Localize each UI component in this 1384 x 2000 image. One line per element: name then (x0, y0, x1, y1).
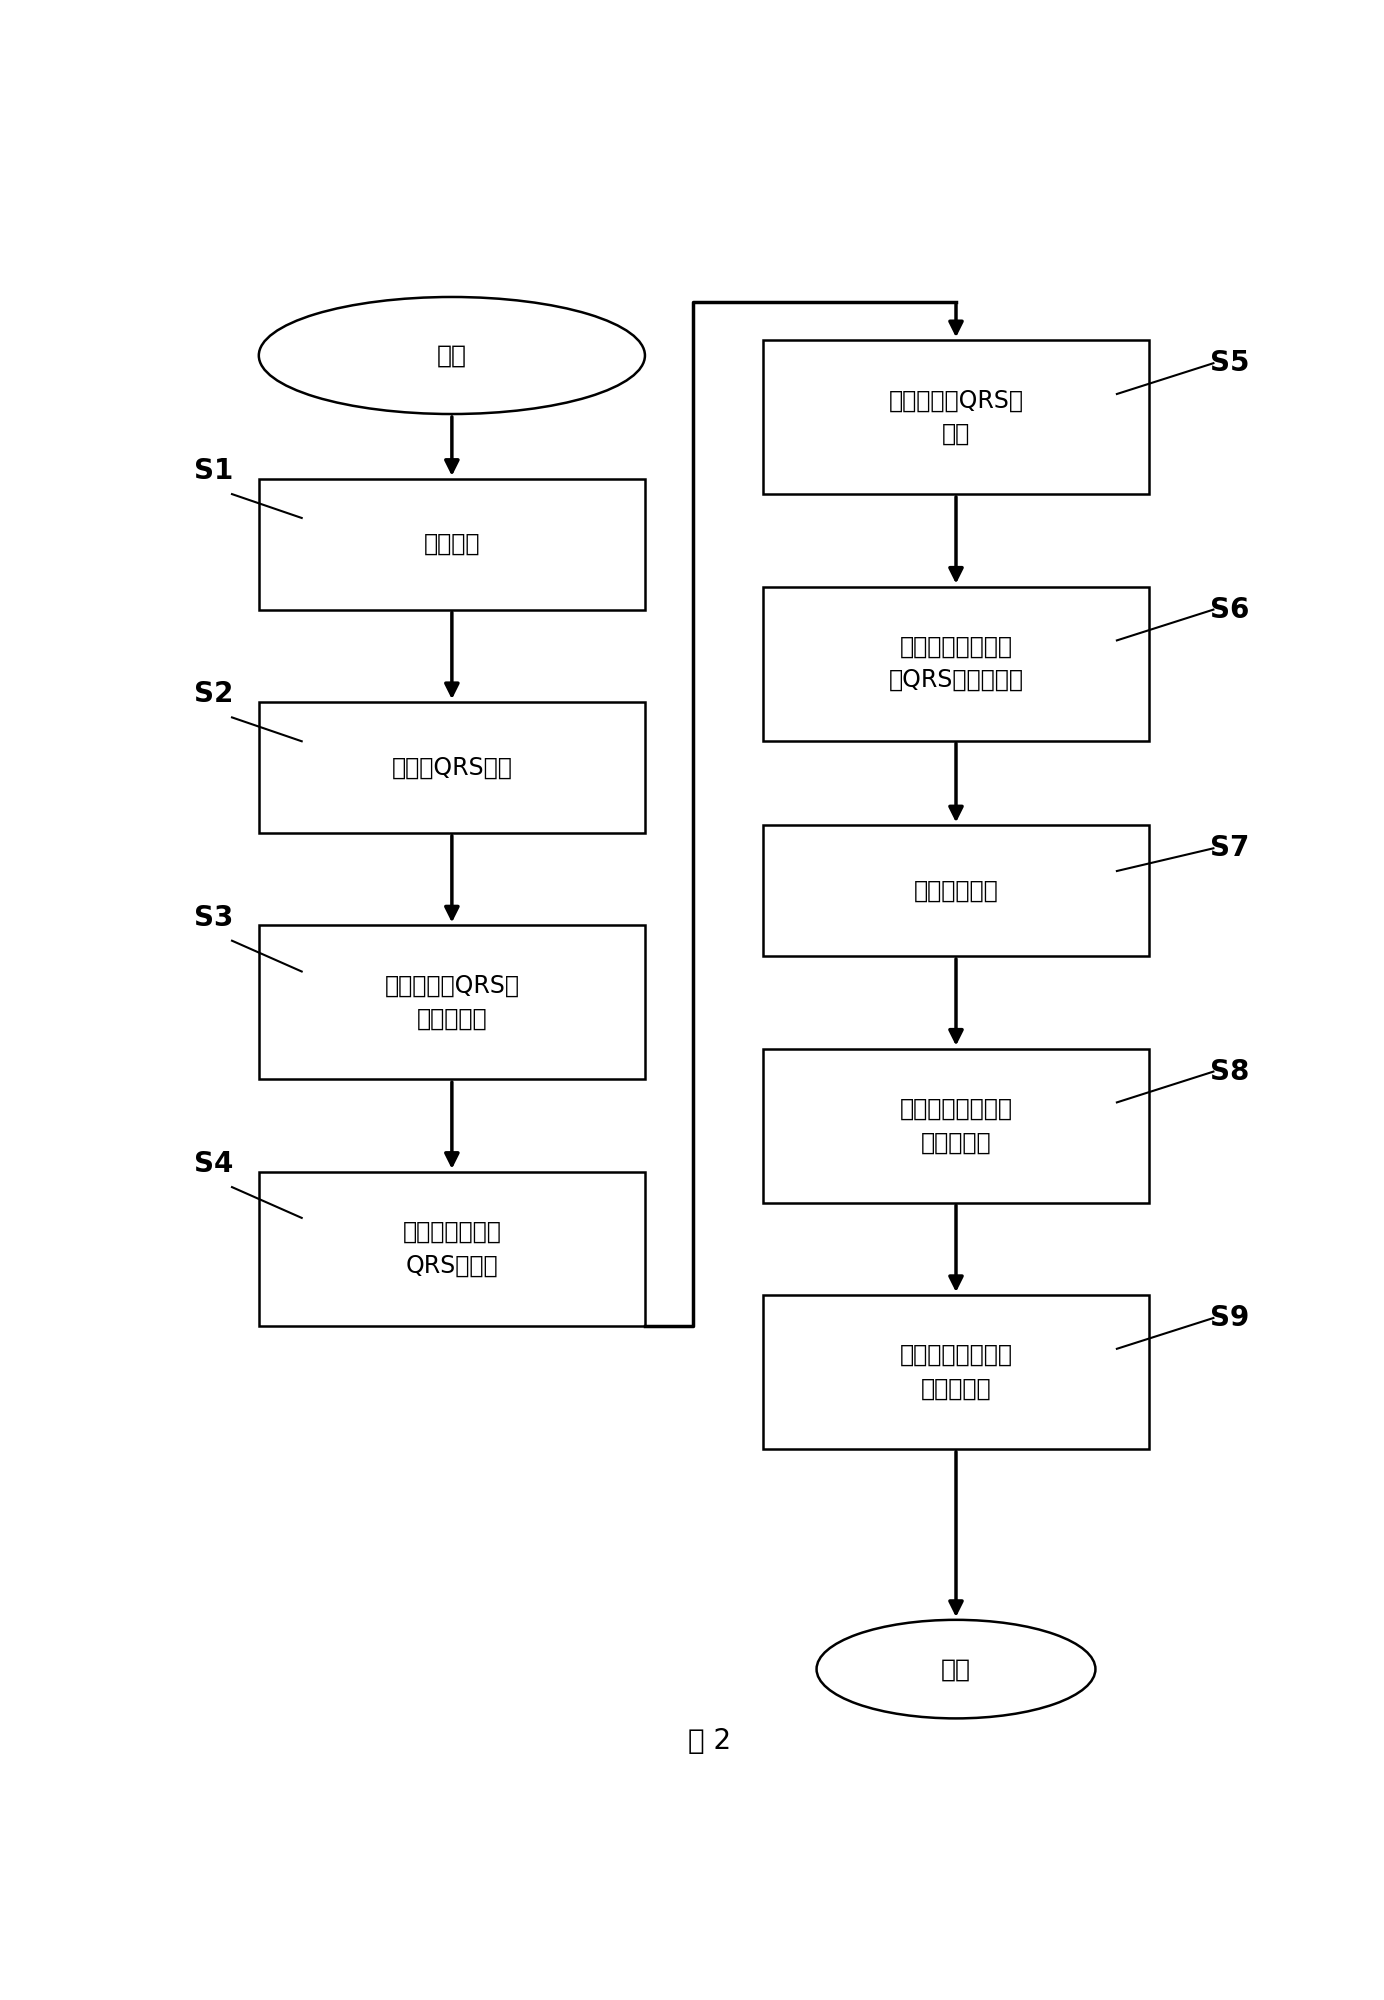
Bar (259, 478, 645, 610)
Text: 确定主导波形的各
特征点位置: 确定主导波形的各 特征点位置 (900, 1096, 1013, 1154)
Ellipse shape (817, 1620, 1096, 1718)
Text: 开始: 开始 (437, 344, 466, 368)
Bar (259, 926, 645, 1080)
Bar (763, 340, 1149, 494)
Text: 各导联逐个QRS波
分类: 各导联逐个QRS波 分类 (889, 388, 1024, 446)
Text: 计算特征参数，计
算各符号值: 计算特征参数，计 算各符号值 (900, 1344, 1013, 1400)
Bar (763, 1294, 1149, 1448)
Text: S3: S3 (194, 904, 234, 932)
Text: S1: S1 (194, 458, 234, 484)
Text: S9: S9 (1210, 1304, 1250, 1332)
Text: S4: S4 (194, 1150, 234, 1178)
Text: 各导联QRS识别: 各导联QRS识别 (392, 756, 512, 780)
Text: 综合判断各导联逐
个QRS波分类结果: 综合判断各导联逐 个QRS波分类结果 (889, 634, 1024, 692)
Text: S7: S7 (1210, 834, 1250, 862)
Bar (763, 826, 1149, 956)
Bar (763, 1048, 1149, 1202)
Bar (259, 702, 645, 832)
Text: 图 2: 图 2 (688, 1728, 731, 1756)
Text: S6: S6 (1210, 596, 1250, 624)
Bar (259, 1172, 645, 1326)
Text: 结束: 结束 (941, 1658, 972, 1682)
Text: 各导联逐个QRS起
点终点识别: 各导联逐个QRS起 点终点识别 (385, 974, 519, 1032)
Text: S8: S8 (1210, 1058, 1250, 1086)
Bar (763, 586, 1149, 740)
Text: 带通滤波: 带通滤波 (424, 532, 480, 556)
Text: S5: S5 (1210, 350, 1250, 378)
Ellipse shape (259, 296, 645, 414)
Text: 生成主导波形: 生成主导波形 (913, 878, 998, 902)
Text: S2: S2 (194, 680, 234, 708)
Text: 综合判断各导联
QRS波结果: 综合判断各导联 QRS波结果 (403, 1220, 501, 1278)
